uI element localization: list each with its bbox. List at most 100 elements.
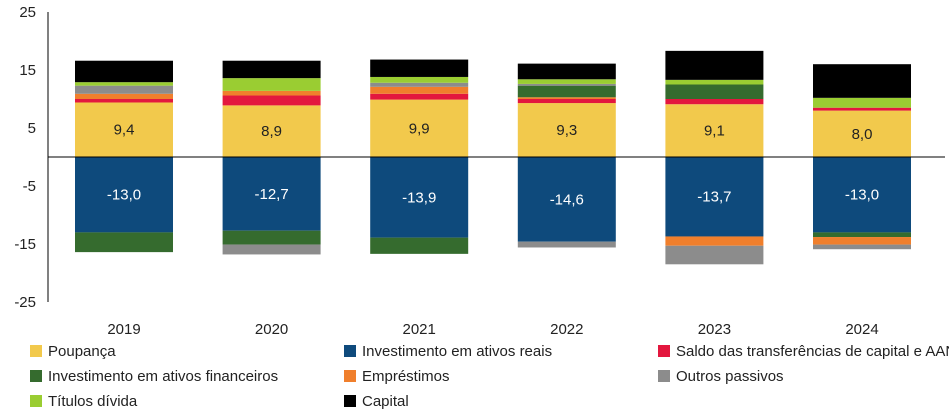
bar-segment: [370, 157, 469, 238]
bar-segment: [75, 60, 173, 83]
x-tick-label: 2019: [107, 321, 140, 338]
bar-segment: [517, 83, 616, 86]
x-tick-label: 2020: [255, 321, 288, 338]
bar-segment: [813, 157, 911, 233]
legend-item-outros-passivos: Outros passivos: [658, 365, 784, 387]
bar-segment: [517, 63, 616, 80]
legend-label: Poupança: [48, 342, 116, 360]
bar-segment: [813, 64, 911, 98]
y-tick-label: 25: [19, 4, 36, 21]
bar-segment: [370, 76, 469, 83]
legend-item-investimento-ativos-reais: Investimento em ativos reais: [344, 340, 552, 362]
bar-segment: [222, 90, 321, 96]
legend-swatch: [344, 370, 356, 382]
bar-segment: [75, 157, 173, 233]
bar-segment: [222, 95, 321, 106]
bar-segment: [75, 99, 173, 103]
bar-segment: [665, 50, 764, 80]
bar-segment: [222, 105, 321, 157]
y-tick-label: -15: [14, 236, 36, 253]
bar-segment: [517, 157, 616, 242]
data-label: -13,9: [402, 189, 436, 206]
bar-segment: [370, 82, 469, 87]
bar-segment: [222, 244, 321, 255]
legend-swatch: [344, 395, 356, 407]
bar-segment: [665, 79, 764, 85]
y-tick-label: 5: [28, 120, 36, 137]
legend-swatch: [658, 370, 670, 382]
legend-item-capital: Capital: [344, 390, 409, 412]
data-label: 9,1: [704, 123, 725, 140]
bar-segment: [75, 93, 173, 99]
bar-segment: [813, 237, 911, 245]
bar-segment: [222, 78, 321, 91]
data-label: -13,0: [845, 187, 879, 204]
x-tick-label: 2024: [845, 321, 878, 338]
bar-segment: [370, 86, 469, 94]
bar-segment: [370, 93, 469, 100]
legend-label: Empréstimos: [362, 367, 450, 385]
bar-segment: [813, 244, 911, 250]
legend-swatch: [30, 345, 42, 357]
legend-label: Títulos dívida: [48, 392, 138, 410]
bar-segment: [813, 97, 911, 108]
y-tick-label: 15: [19, 62, 36, 79]
bar-segment: [222, 60, 321, 79]
legend-label: Investimento em ativos financeiros: [48, 367, 279, 385]
bar-segment: [370, 99, 469, 157]
bar-segment: [517, 99, 616, 104]
legend-swatch: [30, 395, 42, 407]
legend-item-titulos-divida: Títulos dívida: [30, 390, 137, 412]
legend-item-emprestimos: Empréstimos: [344, 365, 450, 387]
data-label: 9,9: [409, 120, 430, 137]
bar-segment: [517, 85, 616, 98]
data-label: 8,0: [852, 126, 873, 143]
bar-segment: [75, 85, 173, 94]
bar-segment: [75, 82, 173, 86]
data-label: -13,0: [107, 187, 141, 204]
x-tick-label: 2022: [550, 321, 583, 338]
bar-segment: [517, 97, 616, 99]
bar-segment: [517, 103, 616, 157]
legend-label: Outros passivos: [676, 367, 784, 385]
bar-segment: [665, 236, 764, 246]
legend-swatch: [658, 345, 670, 357]
bar-segment: [517, 241, 616, 248]
legend-item-saldo-transferencias: Saldo das transferências de capital e AA…: [658, 340, 949, 362]
legend-item-poupanca: Poupança: [30, 340, 116, 362]
x-axis: 2019 2020 2021 2022 2023 2024: [107, 321, 878, 338]
bar-segment: [517, 79, 616, 84]
bar-segment: [370, 59, 469, 77]
legend-label: Capital: [362, 392, 409, 410]
bar-segment: [75, 102, 173, 157]
bars: 9,4 -13,0 8,9 -12,7 9,9 -13,9 9,3 -14,6 9,1 -13,7…: [75, 50, 911, 265]
legend-label: Saldo das transferências de capital e AA…: [676, 342, 949, 360]
bar-segment: [665, 157, 764, 237]
y-axis: 25 15 5 -5 -15 -25: [14, 4, 49, 311]
bar-segment: [813, 107, 911, 111]
data-label: -12,7: [254, 186, 288, 203]
legend: Poupança Investimento em ativos reais Sa…: [30, 338, 949, 414]
legend-item-investimento-ativos-financeiros: Investimento em ativos financeiros: [30, 365, 278, 387]
y-tick-label: -5: [23, 178, 36, 195]
bar-segment: [665, 104, 764, 157]
bar-segment: [665, 99, 764, 105]
bar-segment: [370, 237, 469, 254]
bar-segment: [813, 232, 911, 238]
bar-segment: [75, 232, 173, 253]
data-label: -13,7: [697, 189, 731, 206]
bar-segment: [222, 157, 321, 231]
bar-segment: [665, 84, 764, 99]
bar-segment: [813, 110, 911, 157]
bar-segment: [222, 230, 321, 245]
legend-swatch: [30, 370, 42, 382]
legend-label: Investimento em ativos reais: [362, 342, 553, 360]
data-label: -14,6: [550, 191, 584, 208]
data-label: 8,9: [261, 123, 282, 140]
data-label: 9,3: [556, 122, 577, 139]
y-tick-label: -25: [14, 294, 36, 311]
data-label: 9,4: [114, 122, 135, 139]
legend-swatch: [344, 345, 356, 357]
bar-segment: [665, 245, 764, 265]
